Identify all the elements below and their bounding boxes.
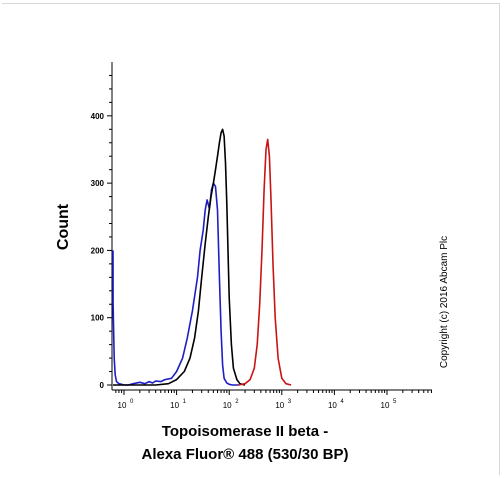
x-tick-exponent: 4 — [340, 399, 344, 405]
x-tick-label: 10 — [275, 401, 284, 410]
series-line-1 — [113, 128, 246, 386]
series-line-0 — [112, 182, 239, 386]
x-tick-exponent: 2 — [235, 399, 239, 405]
x-tick-exponent: 5 — [393, 399, 397, 405]
x-tick-exponent: 1 — [183, 399, 187, 405]
x-tick-label: 10 — [223, 401, 232, 410]
y-tick-label: 100 — [91, 314, 105, 323]
series-line-2 — [238, 138, 292, 386]
labels: Count Topoisomerase II beta - Alexa Fluo… — [55, 203, 450, 463]
chart-frame — [2, 3, 500, 475]
x-tick-label: 10 — [328, 401, 337, 410]
x-tick-exponent: 0 — [130, 399, 134, 405]
x-axis-label-line2: Alexa Fluor® 488 (530/30 BP) — [142, 446, 349, 463]
y-axis-label: Count — [55, 203, 72, 250]
y-tick-label: 200 — [91, 246, 105, 255]
y-tick-label: 0 — [100, 381, 105, 390]
copyright-annotation: Copyright (c) 2016 Abcam Plc — [439, 236, 450, 368]
series-layer — [112, 128, 292, 386]
x-tick-exponent: 3 — [288, 399, 292, 405]
y-tick-label: 400 — [91, 112, 105, 121]
x-axis-label-line1: Topoisomerase II beta - — [162, 423, 328, 440]
x-tick-label: 10 — [170, 401, 179, 410]
x-tick-label: 10 — [118, 401, 127, 410]
y-tick-label: 300 — [91, 179, 105, 188]
x-tick-label: 10 — [381, 401, 390, 410]
